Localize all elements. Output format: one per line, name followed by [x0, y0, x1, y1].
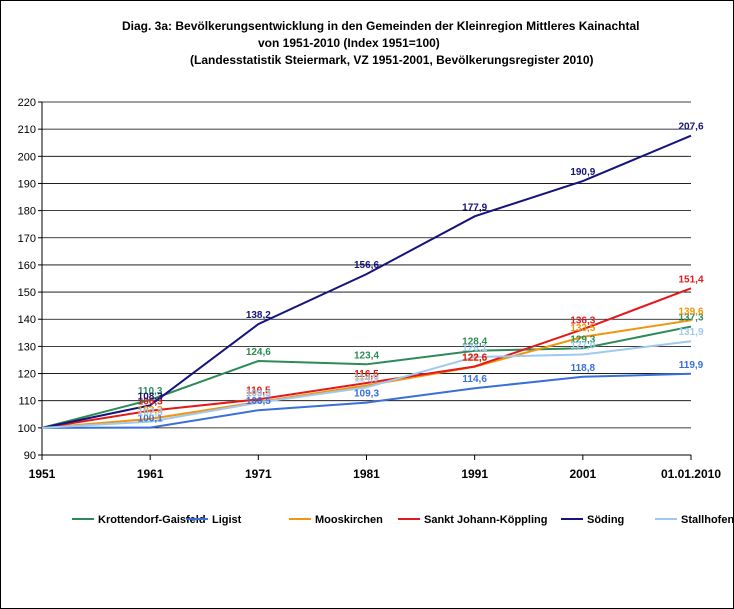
- data-label: 115,6: [354, 371, 379, 382]
- data-label: 123,4: [354, 350, 379, 361]
- data-label: 190,9: [570, 167, 595, 178]
- data-label: 110,5: [246, 385, 271, 396]
- x-tick-label: 01.01.2010: [661, 467, 721, 481]
- data-label: 122,5: [462, 353, 487, 364]
- data-label: 119,9: [679, 360, 704, 371]
- data-label: 109,3: [354, 389, 379, 400]
- data-label: 106,5: [246, 396, 271, 407]
- axes: 90 100 110 120 130 140 150 160 170 180 190 200 210 22…: [18, 97, 722, 481]
- data-label: 122,6: [462, 352, 487, 363]
- data-label: 129,3: [570, 334, 595, 345]
- data-label: 207,6: [678, 122, 703, 133]
- gridlines: [42, 101, 691, 456]
- data-label: 177,9: [462, 202, 487, 213]
- y-tick-label: 90: [24, 450, 36, 462]
- y-tick-label: 100: [18, 423, 36, 435]
- data-label: 131,9: [678, 327, 703, 338]
- series-line-2: [41, 319, 692, 429]
- y-tick-label: 210: [18, 124, 36, 136]
- data-label: 128,4: [462, 337, 487, 348]
- series-lines: [41, 134, 692, 429]
- data-label: 151,4: [678, 274, 703, 285]
- y-tick-label: 150: [18, 287, 36, 299]
- y-tick-label: 170: [18, 233, 36, 245]
- chart-title-line-2: von 1951-2010 (Index 1951=100): [258, 36, 440, 50]
- data-label: 137,3: [678, 313, 703, 324]
- data-label: 133,5: [570, 323, 595, 334]
- data-label: 124,6: [246, 347, 271, 358]
- data-label: 109,3: [246, 389, 271, 400]
- series-line-0: [41, 325, 692, 429]
- data-label: 114,6: [462, 374, 487, 385]
- y-tick-label: 190: [18, 178, 36, 190]
- data-label: 108,3: [138, 391, 163, 402]
- data-label: 139,6: [678, 306, 703, 317]
- y-tick-label: 160: [18, 260, 36, 272]
- y-tick-label: 130: [18, 341, 36, 353]
- legend-label: Söding: [587, 514, 624, 526]
- data-label: 114,9: [354, 373, 379, 384]
- x-tick-label: 1991: [461, 467, 488, 481]
- data-label: 103,3: [138, 405, 163, 416]
- legend-label: Stallhofen: [681, 514, 734, 526]
- series-line-3: [41, 287, 692, 429]
- series-line-1: [41, 372, 692, 429]
- series-line-4: [41, 134, 692, 429]
- legend: Krottendorf-Gaisfeld Ligist Mooskirchen San…: [72, 514, 734, 526]
- series-line-5: [41, 340, 692, 429]
- x-tick-label: 1951: [29, 467, 56, 481]
- data-label: 102,3: [138, 408, 163, 419]
- x-tick-label: 1971: [245, 467, 272, 481]
- chart-title-line-3: (Landesstatistik Steiermark, VZ 1951-200…: [190, 53, 594, 67]
- data-label: 138,2: [246, 310, 271, 321]
- x-tick-label: 1961: [137, 467, 164, 481]
- data-label: 116,5: [354, 369, 379, 380]
- legend-label: Ligist: [212, 514, 242, 526]
- data-label: 100,1: [138, 414, 163, 425]
- legend-label: Mooskirchen: [315, 514, 383, 526]
- legend-label: Krottendorf-Gaisfeld: [98, 514, 206, 526]
- data-label: 126,1: [462, 343, 487, 354]
- x-tick-label: 2001: [569, 467, 596, 481]
- y-tick-label: 140: [18, 314, 36, 326]
- y-tick-label: 220: [18, 97, 36, 109]
- data-label: 106,3: [138, 397, 163, 408]
- legend-label: Sankt Johann-Köppling: [424, 514, 547, 526]
- data-label: 109,5: [246, 388, 271, 399]
- y-tick-label: 200: [18, 151, 36, 163]
- data-label: 118,8: [571, 363, 596, 374]
- y-tick-label: 120: [18, 369, 36, 381]
- data-label: 156,6: [354, 260, 379, 271]
- y-tick-label: 110: [18, 396, 36, 408]
- x-tick-label: 1981: [353, 467, 380, 481]
- data-labels: 110,3 124,6 123,4 128,4 129,3 137,3 100,1 106,5…: [138, 122, 704, 425]
- data-label: 110,3: [138, 386, 163, 397]
- chart-title-line-1: Diag. 3a: Bevölkerungsentwicklung in den…: [122, 19, 640, 33]
- data-label: 136,3: [570, 315, 595, 326]
- y-tick-label: 180: [18, 206, 36, 218]
- data-label: 127,0: [570, 341, 595, 352]
